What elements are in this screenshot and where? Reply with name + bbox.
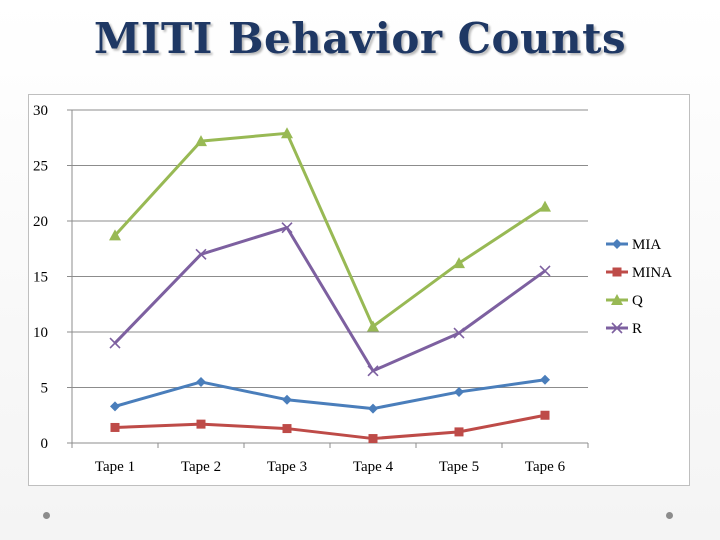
data-point-r-5 <box>453 327 465 339</box>
data-point-mia-5 <box>454 386 464 397</box>
data-point-q-2 <box>195 135 207 147</box>
legend-marker-r <box>611 322 623 334</box>
y-tick-label-5: 5 <box>41 381 49 397</box>
data-point-mia-1 <box>110 401 120 412</box>
data-point-mia-6 <box>540 374 550 385</box>
data-point-r-4 <box>367 365 379 377</box>
data-point-mina-2 <box>196 419 206 429</box>
x-tick-label-6: Tape 6 <box>525 459 566 475</box>
data-point-mia-2 <box>196 376 206 387</box>
data-point-mina-5 <box>454 427 464 437</box>
y-tick-label-25: 25 <box>33 159 48 175</box>
y-tick-label-10: 10 <box>33 325 48 341</box>
series-line-mia <box>114 378 546 411</box>
series-line-q <box>113 131 546 328</box>
legend-label-mina: MINA <box>632 265 672 281</box>
data-point-mina-4 <box>368 434 378 444</box>
data-point-q-1 <box>109 229 121 241</box>
y-tick-label-30: 30 <box>33 103 48 119</box>
data-point-q-4 <box>367 320 379 332</box>
data-point-r-2 <box>195 248 207 260</box>
data-point-r-6 <box>539 265 551 277</box>
data-point-mia-4 <box>368 403 378 414</box>
data-point-mia-3 <box>282 394 292 405</box>
legend-label-mia: MIA <box>632 237 661 253</box>
y-tick-label-15: 15 <box>33 270 48 286</box>
data-point-mina-6 <box>540 410 550 420</box>
y-tick-label-20: 20 <box>33 214 48 230</box>
legend-marker-mina <box>612 267 622 277</box>
x-tick-label-4: Tape 4 <box>353 459 394 475</box>
y-tick-label-0: 0 <box>41 436 49 452</box>
x-tick-label-5: Tape 5 <box>439 459 479 475</box>
data-point-q-6 <box>539 200 551 212</box>
data-point-q-3 <box>281 127 293 139</box>
slide-title: MITI Behavior Counts <box>93 14 627 63</box>
chart-frame <box>28 94 690 486</box>
series-line-mina <box>114 413 546 441</box>
data-point-r-1 <box>109 337 121 349</box>
bottom-left-dot <box>43 512 50 519</box>
legend-marker-q <box>611 294 623 305</box>
data-point-q-5 <box>453 257 465 269</box>
data-point-mina-1 <box>110 422 120 432</box>
legend-label-r: R <box>632 321 642 337</box>
legend-label-q: Q <box>632 293 643 309</box>
series-line-r <box>113 226 546 373</box>
legend-marker-mia <box>612 239 622 249</box>
data-point-r-3 <box>281 222 293 234</box>
x-tick-label-1: Tape 1 <box>95 459 135 475</box>
x-tick-label-2: Tape 2 <box>181 459 221 475</box>
bottom-right-dot <box>666 512 673 519</box>
data-point-mina-3 <box>282 424 292 434</box>
x-tick-label-3: Tape 3 <box>267 459 307 475</box>
